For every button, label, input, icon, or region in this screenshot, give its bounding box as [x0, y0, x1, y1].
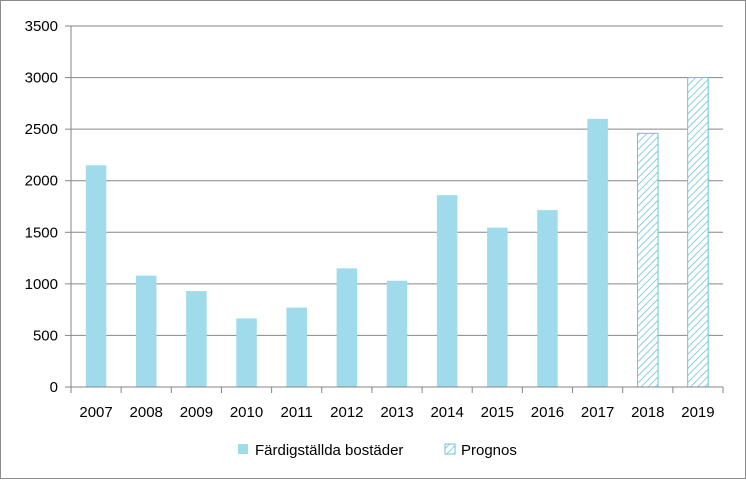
x-tick-label: 2015 — [481, 404, 514, 421]
y-tick-label: 3500 — [25, 18, 58, 35]
actual-bar — [436, 195, 458, 387]
x-tick-label: 2009 — [180, 404, 213, 421]
actual-bar — [135, 275, 157, 387]
x-tick-label: 2010 — [230, 404, 263, 421]
actual-bar — [186, 291, 207, 387]
x-tick-label: 2017 — [581, 404, 614, 421]
y-tick-label: 3000 — [25, 70, 58, 87]
x-tick-label: 2008 — [130, 404, 163, 421]
x-tick-label: 2011 — [281, 404, 313, 421]
actual-bar — [336, 268, 358, 387]
actual-bar — [286, 307, 307, 387]
x-tick-label: 2012 — [330, 404, 363, 421]
x-axis-ticks: 2007 2008 2009 2010 2011 2012 2013 2014 2015 2016… — [79, 404, 714, 421]
gridlines — [71, 25, 723, 336]
legend: Färdigställda bostäder Prognos — [238, 442, 517, 459]
y-tick-label: 1000 — [25, 276, 58, 293]
axes — [65, 25, 724, 393]
bars — [85, 77, 709, 388]
legend-swatch-actual — [238, 444, 248, 454]
legend-label: Prognos — [461, 442, 517, 459]
actual-bar — [587, 118, 608, 387]
forecast-bar — [637, 132, 659, 388]
actual-bar — [487, 227, 508, 387]
legend-label: Färdigställda bostäder — [255, 442, 403, 459]
x-tick-label: 2019 — [681, 404, 714, 421]
actual-bar — [537, 210, 558, 387]
actual-bar — [386, 280, 408, 387]
x-tick-label: 2014 — [430, 404, 463, 421]
x-tick-label: 2018 — [631, 404, 664, 421]
y-tick-label: 1500 — [25, 224, 58, 241]
y-tick-label: 500 — [33, 327, 58, 344]
x-tick-label: 2007 — [79, 404, 112, 421]
actual-bar — [85, 165, 107, 387]
x-tick-label: 2013 — [380, 404, 413, 421]
y-tick-label: 0 — [50, 379, 58, 396]
actual-bar — [236, 318, 257, 387]
legend-swatch-forecast — [444, 443, 456, 455]
y-tick-label: 2000 — [25, 173, 58, 190]
x-tick-label: 2016 — [531, 404, 564, 421]
forecast-bar — [687, 77, 709, 388]
y-axis-ticks: 0 500 1000 1500 2000 2500 3000 3500 — [25, 18, 58, 396]
y-tick-label: 2500 — [25, 121, 58, 138]
